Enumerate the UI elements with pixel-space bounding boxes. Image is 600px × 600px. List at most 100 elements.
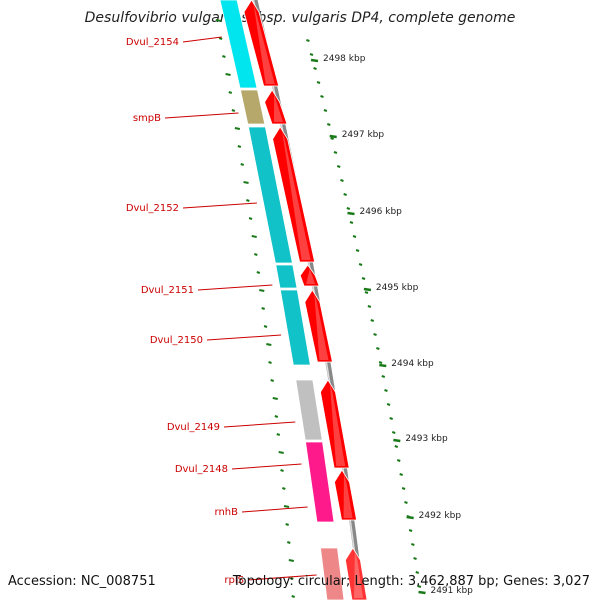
inner-tick — [283, 505, 290, 508]
scale-label: 2498 kbp — [323, 54, 366, 64]
scale-major-tick — [379, 363, 387, 368]
scale-minor-tick — [326, 123, 331, 126]
scale-major-tick — [393, 438, 401, 443]
inner-tick — [243, 181, 249, 184]
inner-tick — [251, 235, 257, 238]
scale-minor-tick — [386, 403, 391, 406]
inner-tick — [248, 217, 253, 220]
gene-label-dvul_2149[interactable]: Dvul_2149 — [167, 422, 220, 433]
scale-minor-tick — [391, 431, 396, 434]
scale-label: 2495 kbp — [376, 283, 419, 293]
scale-minor-tick — [340, 179, 344, 182]
scale-minor-tick — [381, 375, 386, 378]
scale-minor-tick — [306, 39, 310, 42]
leader-line — [247, 574, 317, 581]
scale-minor-tick — [378, 361, 383, 364]
scale-minor-tick — [401, 487, 406, 490]
inner-tick — [218, 37, 223, 40]
scale-minor-tick — [330, 137, 334, 140]
inner-tick — [285, 523, 290, 526]
cog-block-dvul_2148 — [305, 441, 335, 523]
scale-minor-tick — [361, 277, 366, 280]
inner-tick — [259, 289, 265, 292]
scale-label: 2491 kbp — [430, 586, 473, 596]
leader-line — [241, 506, 308, 513]
accession-text: Accession: NC_008751 — [8, 574, 156, 589]
inner-tick — [272, 397, 278, 400]
cds-arrow-shine — [253, 4, 275, 84]
scale-minor-tick — [352, 235, 357, 238]
gene-label-dvul_2151[interactable]: Dvul_2151 — [141, 285, 194, 296]
cog-block-smpb — [239, 89, 266, 125]
cds-arrow-dvul_2150 — [304, 289, 333, 363]
genome-summary-text: Topology: circular; Length: 3,462,887 bp… — [232, 574, 590, 589]
inner-tick — [288, 559, 295, 562]
inner-tick — [261, 307, 266, 310]
scale-minor-tick — [376, 347, 380, 350]
gene-label-smpb[interactable]: smpB — [133, 113, 161, 124]
scale-minor-tick — [370, 319, 375, 322]
scale-label: 2493 kbp — [405, 434, 448, 444]
cog-block-dvul_2149 — [295, 379, 323, 441]
scale-major-tick — [418, 590, 426, 595]
cds-arrow-shine — [343, 474, 353, 518]
scale-minor-tick — [316, 81, 321, 84]
gene-label-dvul_2150[interactable]: Dvul_2150 — [150, 335, 203, 346]
gene-label-dvul_2152[interactable]: Dvul_2152 — [126, 203, 179, 214]
inner-tick — [228, 91, 233, 94]
leader-line — [182, 202, 257, 209]
scale-label: 2492 kbp — [419, 511, 462, 521]
inner-tick — [270, 379, 275, 382]
cds-arrow-shine — [314, 294, 329, 360]
leader-line — [223, 421, 296, 428]
inner-tick — [280, 469, 284, 472]
inner-tick — [276, 433, 281, 436]
scale-minor-tick — [309, 53, 314, 56]
scale-major-tick — [310, 58, 319, 63]
inner-tick — [246, 199, 250, 202]
inner-tick — [289, 577, 294, 580]
scale-minor-tick — [373, 333, 377, 336]
cog-block-dvul_2150 — [279, 289, 311, 366]
cds-arrow-dvul_2148 — [334, 469, 358, 521]
scale-minor-tick — [384, 389, 388, 392]
gene-label-dvul_2148[interactable]: Dvul_2148 — [175, 464, 228, 475]
cds-arrow-smpb — [264, 89, 288, 125]
inner-tick — [215, 19, 221, 22]
inner-tick — [240, 163, 245, 166]
inner-tick — [225, 73, 231, 76]
scale-label: 2496 kbp — [359, 207, 402, 217]
scale-minor-tick — [346, 207, 351, 210]
cds-arrow-dvul_2154 — [243, 0, 280, 87]
scale-major-tick — [347, 211, 355, 216]
inner-tick — [274, 415, 279, 418]
scale-major-tick — [329, 134, 337, 139]
scale-minor-tick — [417, 585, 422, 588]
scale-minor-tick — [333, 151, 338, 154]
gene-label-dvul_2154[interactable]: Dvul_2154 — [126, 37, 179, 48]
leader-line — [197, 284, 273, 291]
leader-line — [164, 112, 239, 119]
cds-arrow-shine — [354, 552, 363, 598]
scale-minor-tick — [323, 109, 328, 112]
inner-tick — [256, 271, 261, 274]
scale-minor-tick — [404, 501, 408, 504]
inner-tick — [231, 109, 236, 112]
scale-minor-tick — [411, 543, 415, 546]
inner-tick — [268, 361, 272, 364]
cog-block-dvul_2154 — [219, 0, 258, 89]
scale-minor-tick — [413, 557, 417, 560]
scale-minor-tick — [394, 445, 399, 448]
scale-minor-tick — [415, 571, 420, 574]
cds-arrow-rpls — [344, 547, 368, 600]
scale-minor-tick — [389, 417, 394, 420]
inner-tick — [234, 127, 241, 130]
scale-major-tick — [363, 287, 372, 292]
gene-label-rpls[interactable]: rplS — [224, 575, 244, 586]
gene-label-rnhb[interactable]: rnhB — [215, 507, 239, 518]
cds-arrow-dvul_2151 — [299, 264, 320, 287]
inner-tick — [237, 145, 242, 148]
leader-line — [231, 463, 302, 470]
cog-block-dvul_2151 — [275, 264, 298, 289]
